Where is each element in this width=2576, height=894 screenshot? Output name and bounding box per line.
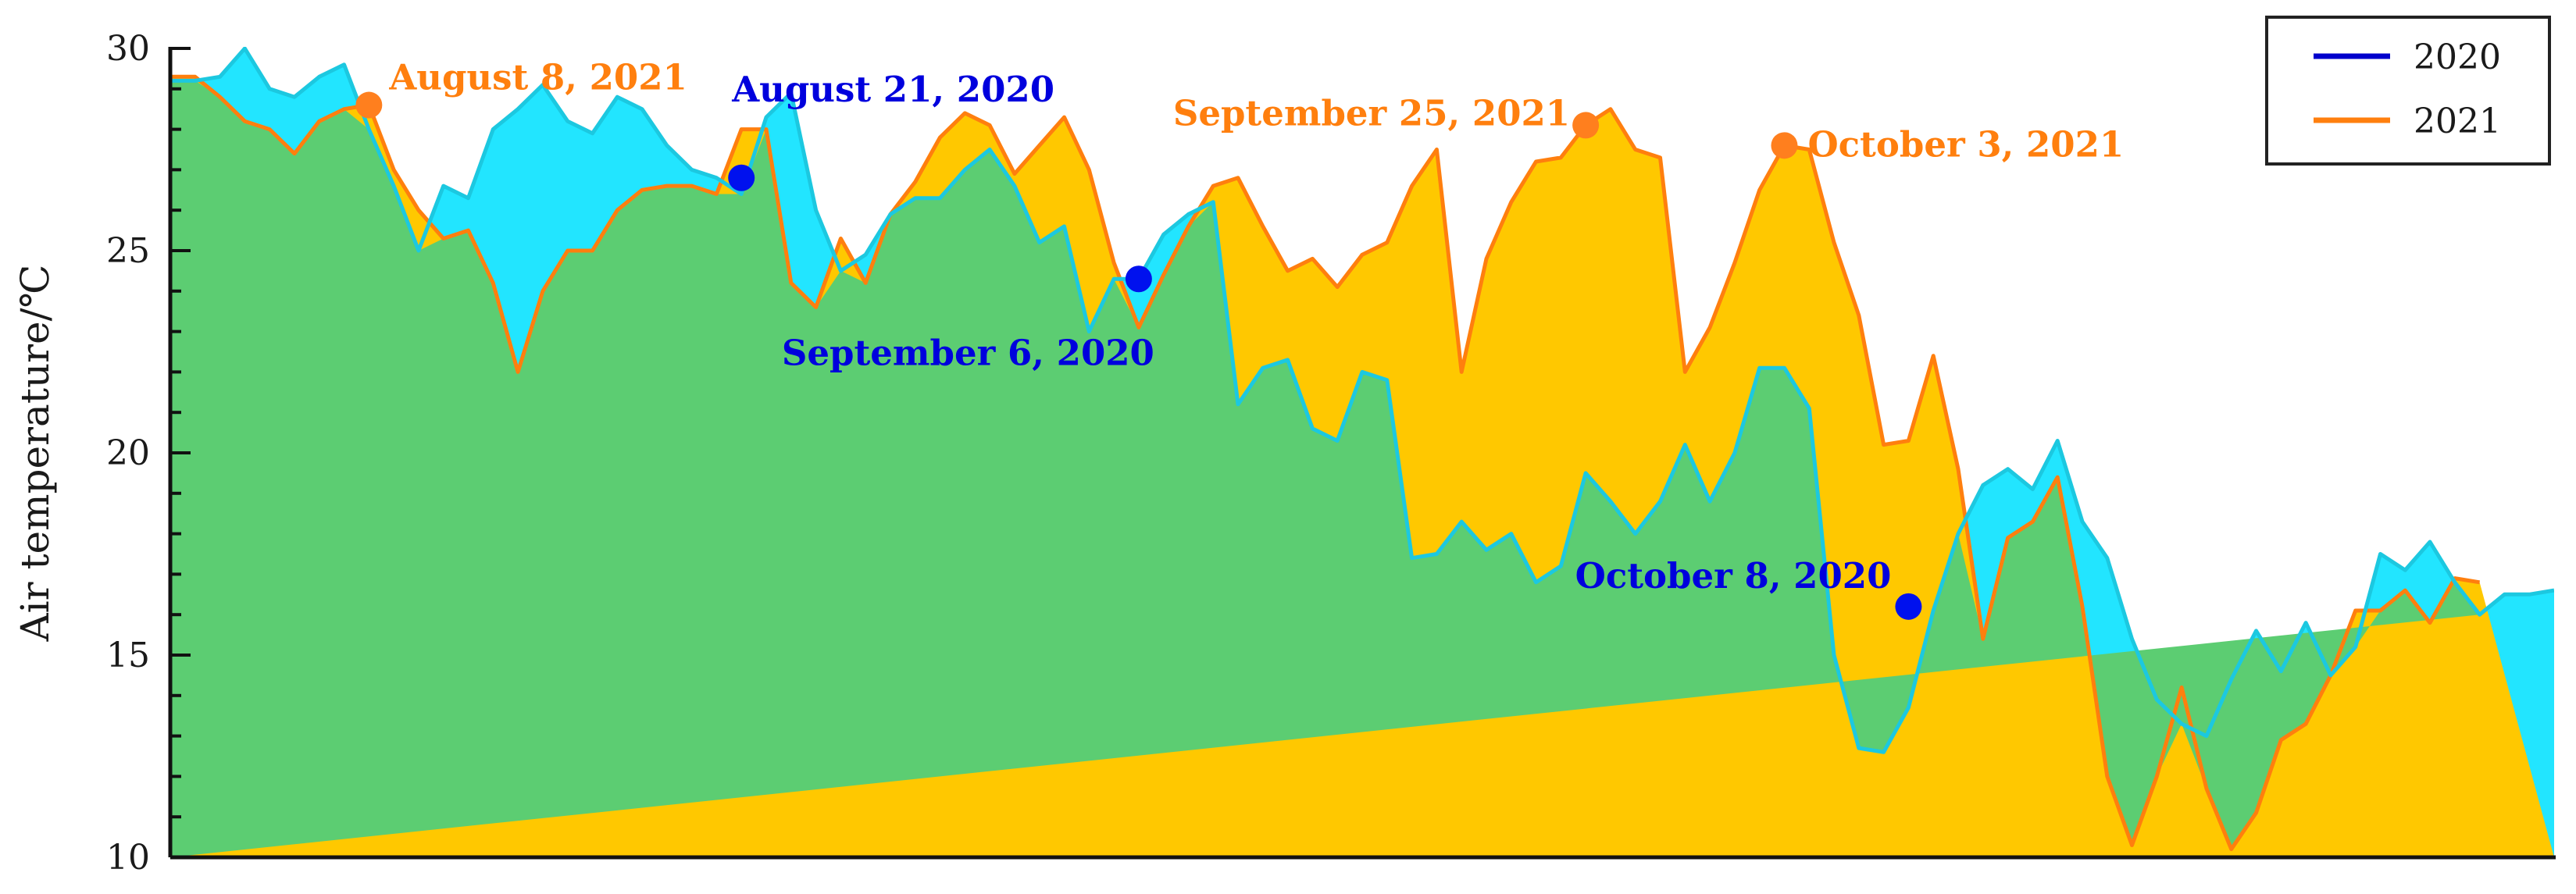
- y-tick-label: 30: [106, 29, 150, 69]
- axes: 10 15 20 25 30: [106, 29, 2556, 878]
- y-tick-label: 15: [106, 636, 150, 675]
- annotation-label: September 6, 2020: [782, 332, 1154, 373]
- annotation-label: August 21, 2020: [731, 69, 1054, 110]
- annotation-label: September 25, 2021: [1173, 92, 1570, 134]
- line-layer: [170, 47, 2554, 852]
- marker-layer: [355, 91, 1922, 620]
- legend-label-2020: 2020: [2414, 37, 2501, 77]
- series-line-2021: [170, 74, 2481, 852]
- area-common: [170, 80, 2480, 857]
- y-axis-title: Air temperature/℃: [12, 265, 58, 643]
- legend: 2020 2021: [2265, 16, 2551, 166]
- annotation-marker-2021: [355, 91, 383, 119]
- annotation-layer: August 8, 2021 August 21, 2020 September 6…: [388, 57, 2124, 597]
- y-tick-label: 10: [106, 838, 150, 878]
- annotation-label: August 8, 2021: [388, 57, 687, 98]
- legend-box: [2265, 16, 2551, 166]
- area-layer: [170, 48, 2554, 858]
- annotation-marker-2021: [1572, 112, 1600, 139]
- annotation-marker-2020: [728, 164, 755, 191]
- y-tick-label: 25: [106, 231, 150, 271]
- annotation-label: October 3, 2021: [1807, 123, 2124, 165]
- annotation-marker-2020: [1125, 265, 1152, 293]
- y-tick-label: 20: [106, 433, 150, 473]
- series-line-2020: [170, 47, 2554, 754]
- annotation-marker-2020: [1895, 593, 1922, 620]
- annotation-marker-2021: [1771, 132, 1798, 159]
- annotation-label: October 8, 2020: [1575, 555, 1892, 597]
- legend-label-2021: 2021: [2414, 102, 2501, 141]
